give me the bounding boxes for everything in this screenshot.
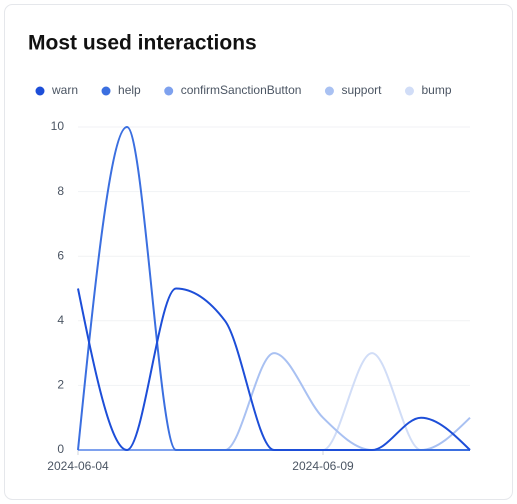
y-tick-label: 2 [57, 378, 64, 392]
chart-title: Most used interactions [28, 32, 257, 55]
y-tick-label: 4 [57, 313, 64, 327]
legend-swatch [164, 86, 174, 96]
series-line [77, 287, 471, 452]
x-tick-label: 2024-06-04 [47, 459, 109, 473]
legend-swatch [324, 86, 334, 96]
legend-swatch [101, 86, 111, 96]
legend-swatch [35, 86, 45, 96]
legend-swatch [404, 86, 414, 96]
legend-label: bump [421, 83, 451, 97]
x-tick-label: 2024-06-09 [292, 459, 354, 473]
legend-label: confirmSanctionButton [181, 83, 302, 97]
y-tick-label: 8 [57, 184, 64, 198]
legend-label: support [341, 83, 382, 97]
card [4, 4, 513, 500]
y-tick-label: 10 [51, 119, 65, 133]
legend-label: warn [51, 83, 78, 97]
series-line [77, 125, 470, 452]
y-tick-label: 0 [57, 442, 64, 456]
legend-label: help [118, 83, 141, 97]
y-tick-label: 6 [57, 248, 64, 262]
